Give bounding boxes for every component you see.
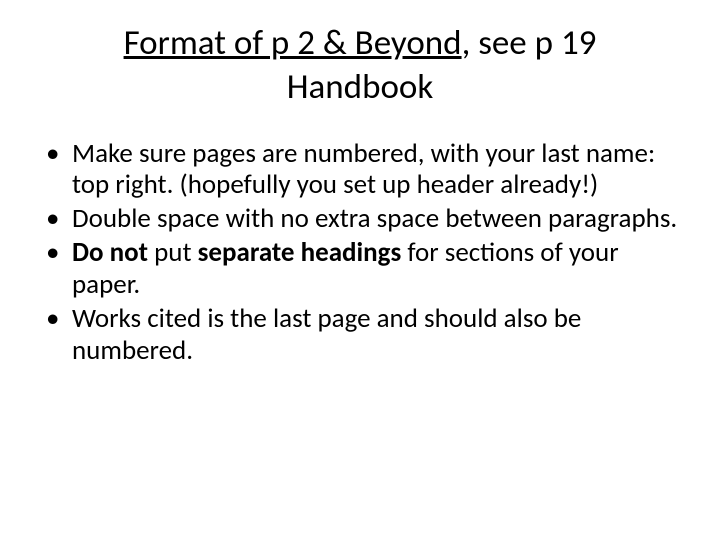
title-rest-line1: , see p 19 bbox=[462, 22, 597, 64]
slide-title: Format of p 2 & Beyond, see p 19 Handboo… bbox=[40, 22, 680, 110]
bold-text: separate headings bbox=[198, 236, 402, 269]
text-span: put bbox=[148, 236, 198, 269]
bullet-list: Make sure pages are numbered, with your … bbox=[40, 138, 680, 367]
list-item: Make sure pages are numbered, with your … bbox=[72, 138, 680, 202]
list-item: Works cited is the last page and should … bbox=[72, 303, 680, 367]
list-item: Double space with no extra space between… bbox=[72, 203, 680, 235]
bold-text: Do not bbox=[72, 236, 148, 269]
slide: Format of p 2 & Beyond, see p 19 Handboo… bbox=[0, 0, 720, 540]
list-item: Do not put separate headings for section… bbox=[72, 237, 680, 301]
title-underlined: Format of p 2 & Beyond bbox=[124, 22, 462, 64]
title-line2: Handbook bbox=[287, 66, 434, 108]
